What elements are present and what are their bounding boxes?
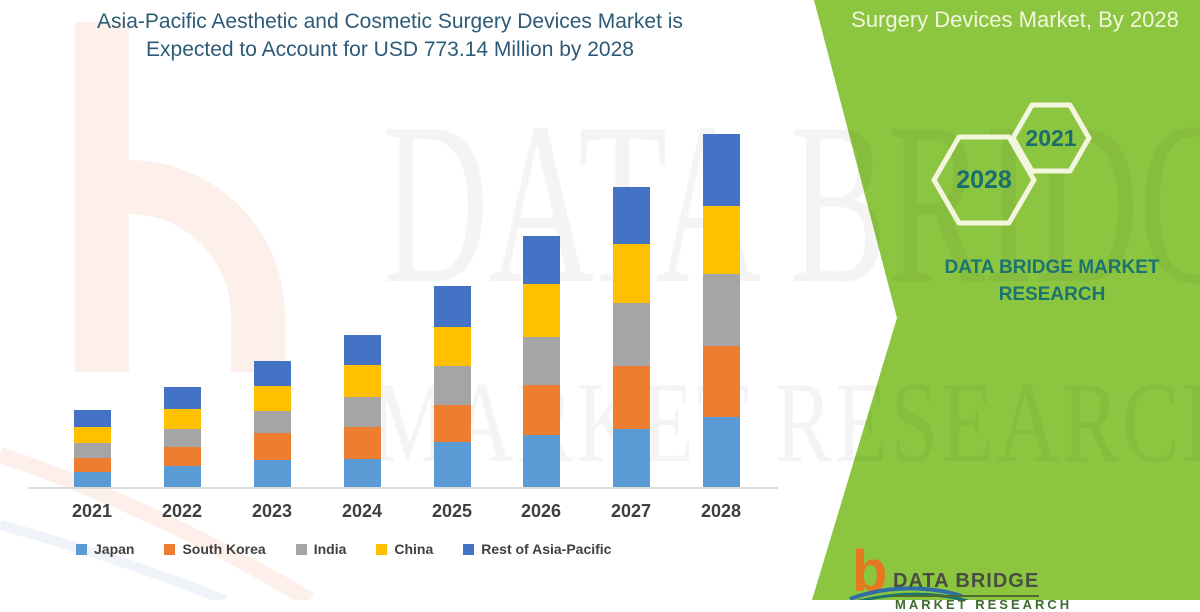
brand-line1: DATA BRIDGE MARKET xyxy=(944,257,1160,278)
stacked-bar-2025 xyxy=(433,286,471,487)
stacked-bar-2022 xyxy=(163,387,201,487)
bar-segment-rest-of-asia-pacific xyxy=(433,286,471,328)
bar-segment-japan xyxy=(73,471,111,487)
bar-segment-japan xyxy=(253,460,291,487)
bar-segment-rest-of-asia-pacific xyxy=(163,387,201,409)
x-axis-label: 2027 xyxy=(610,501,652,521)
legend-item-india: India xyxy=(295,541,347,557)
x-axis-label: 2022 xyxy=(161,501,203,521)
bar-segment-south-korea xyxy=(73,457,111,472)
hexagon-2021 xyxy=(1010,102,1092,174)
bar-segment-japan xyxy=(522,434,560,487)
bar-segment-india xyxy=(343,397,381,428)
bar-segment-south-korea xyxy=(163,446,201,466)
legend-label: South Korea xyxy=(182,541,266,557)
x-axis-label: 2024 xyxy=(341,501,383,521)
bar-segment-japan xyxy=(702,417,740,487)
bar-segment-japan xyxy=(612,429,650,487)
hexagon-2028 xyxy=(931,134,1037,226)
bar-segment-india xyxy=(612,303,650,366)
legend-item-china: China xyxy=(376,541,433,557)
bar-segment-rest-of-asia-pacific xyxy=(522,235,560,284)
bar-segment-rest-of-asia-pacific xyxy=(702,134,740,207)
bar-segment-south-korea xyxy=(253,433,291,461)
legend-color-swatch xyxy=(76,543,87,555)
bar-segment-japan xyxy=(163,466,201,487)
bar-segment-south-korea xyxy=(612,366,650,429)
bar-segment-japan xyxy=(343,459,381,487)
stacked-bar-2027 xyxy=(612,187,650,487)
bar-segment-china xyxy=(253,386,291,412)
bar-segment-south-korea xyxy=(433,404,471,442)
stacked-bar-2021 xyxy=(73,409,111,487)
bar-segment-china xyxy=(163,408,201,430)
stacked-bar-2024 xyxy=(343,334,381,487)
bar-segment-rest-of-asia-pacific xyxy=(253,361,291,387)
page-title: Asia-Pacific Aesthetic and Cosmetic Surg… xyxy=(60,8,720,64)
hexagon-large-label: 2028 xyxy=(956,166,1012,194)
chart-legend: Japan South Korea India China Rest of Asia-P… xyxy=(76,541,611,557)
stacked-bar-2028 xyxy=(702,134,740,487)
brand-name-block: DATA BRIDGE MARKET RESEARCH xyxy=(918,254,1186,308)
bar-segment-china xyxy=(73,426,111,443)
bar-segment-south-korea xyxy=(522,384,560,435)
x-axis-line xyxy=(28,487,778,489)
bar-segment-rest-of-asia-pacific xyxy=(612,187,650,245)
banner-title: Surgery Devices Market, By 2028 xyxy=(851,7,1179,32)
bar-segment-india xyxy=(73,442,111,458)
bar-segment-china xyxy=(702,206,740,275)
stacked-bar-2023 xyxy=(253,361,291,487)
bar-segment-india xyxy=(522,336,560,385)
footer-brand-name: DATA BRIDGE xyxy=(893,570,1040,597)
bar-segment-india xyxy=(702,274,740,347)
bar-segment-japan xyxy=(433,441,471,487)
x-axis-label: 2026 xyxy=(520,501,562,521)
legend-item-rest-of-asia-pacific: Rest of Asia-Pacific xyxy=(463,541,611,557)
legend-label: China xyxy=(394,541,434,557)
bar-segment-south-korea xyxy=(702,346,740,418)
data-bridge-b-logo-icon: b xyxy=(852,539,888,604)
hexagon-small-label: 2021 xyxy=(1025,125,1076,151)
legend-color-swatch xyxy=(376,543,388,555)
bar-segment-india xyxy=(433,366,471,405)
legend-item-south-korea: South Korea xyxy=(164,541,266,557)
title-line1: Asia-Pacific Aesthetic and Cosmetic Surg… xyxy=(97,10,683,33)
bar-segment-rest-of-asia-pacific xyxy=(343,334,381,366)
legend-label: India xyxy=(313,541,347,557)
bar-segment-china xyxy=(343,365,381,398)
brand-line2: RESEARCH xyxy=(998,284,1106,305)
bar-segment-india xyxy=(253,411,291,434)
x-axis-label: 2023 xyxy=(251,501,293,521)
bar-segment-china xyxy=(433,327,471,367)
legend-color-swatch xyxy=(295,543,307,555)
x-axis-label: 2021 xyxy=(71,501,113,521)
bar-segment-rest-of-asia-pacific xyxy=(73,409,111,427)
x-axis-label: 2025 xyxy=(431,501,473,521)
bar-segment-china xyxy=(522,283,560,337)
bar-segment-india xyxy=(163,429,201,447)
legend-color-swatch xyxy=(164,543,176,555)
legend-color-swatch xyxy=(463,543,475,555)
bar-segment-south-korea xyxy=(343,427,381,460)
legend-label: Rest of Asia-Pacific xyxy=(481,541,612,557)
legend-item-japan: Japan xyxy=(76,541,134,557)
footer-brand-subtitle: MARKET RESEARCH xyxy=(895,597,1073,612)
legend-label: Japan xyxy=(94,541,135,557)
bar-segment-china xyxy=(612,244,650,303)
stacked-bar-2026 xyxy=(522,235,560,487)
title-line2: Expected to Account for USD 773.14 Milli… xyxy=(146,38,634,61)
x-axis-label: 2028 xyxy=(700,501,742,521)
